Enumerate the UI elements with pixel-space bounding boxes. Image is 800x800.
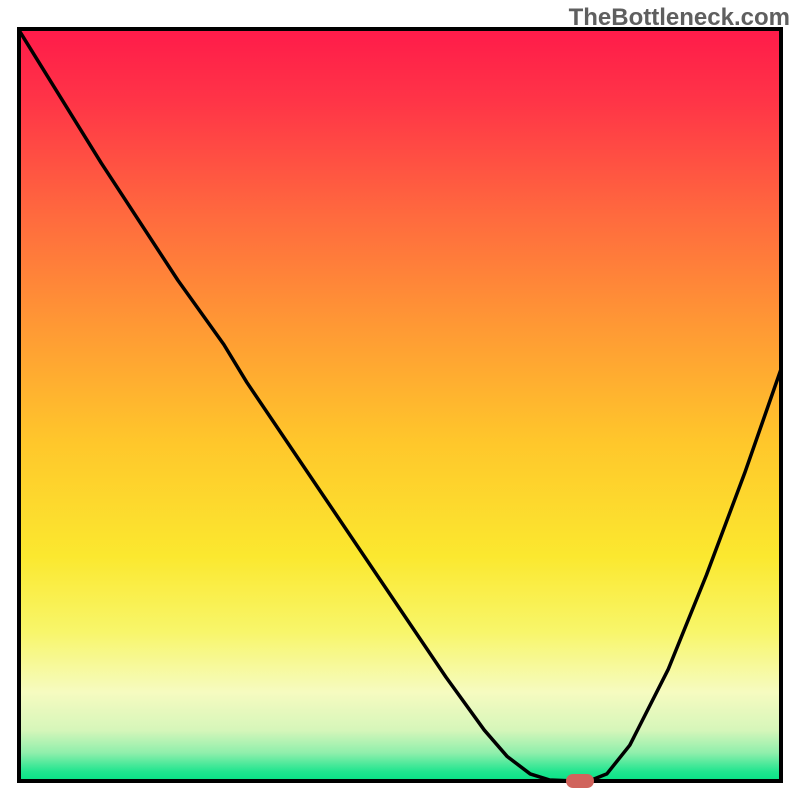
result-marker [566, 774, 594, 788]
plot-area [17, 27, 783, 783]
curve-line [17, 27, 783, 783]
chart-container: TheBottleneck.com [0, 0, 800, 800]
watermark-text: TheBottleneck.com [569, 4, 790, 32]
